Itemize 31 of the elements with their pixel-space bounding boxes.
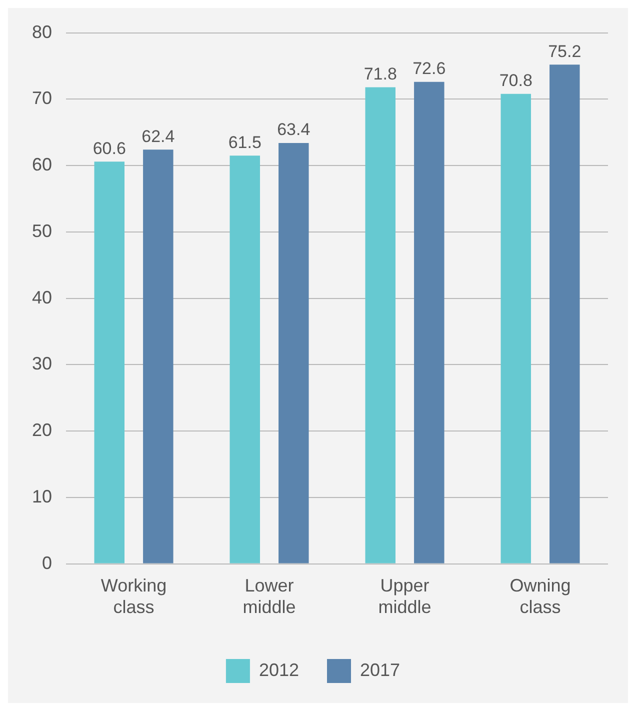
y-tick-label: 70 — [32, 88, 52, 108]
bar — [278, 142, 309, 564]
data-label: 71.8 — [364, 64, 397, 84]
y-tick-label: 10 — [32, 486, 52, 506]
data-label: 61.5 — [228, 132, 262, 152]
bar — [143, 150, 174, 564]
y-tick-label: 40 — [32, 287, 52, 308]
data-label: 63.4 — [277, 120, 310, 140]
data-label: 72.6 — [412, 59, 446, 78]
y-tick-label: 20 — [32, 420, 52, 440]
data-label: 75.2 — [548, 42, 582, 61]
x-tick-label: Upper middle — [378, 576, 432, 618]
bar — [230, 156, 260, 564]
bar — [500, 94, 531, 564]
y-tick-label: 30 — [32, 354, 52, 374]
data-label: 60.6 — [92, 138, 126, 158]
x-tick-label: Owning class — [510, 576, 571, 618]
legend-label: 2017 — [360, 660, 400, 680]
x-tick-label: Working class — [100, 576, 167, 618]
data-label: 62.4 — [142, 126, 175, 146]
bar — [94, 162, 124, 564]
data-label: 70.8 — [499, 71, 532, 90]
y-tick-label: 80 — [32, 22, 52, 42]
y-tick-label: 60 — [32, 154, 52, 175]
y-tick-label: 0 — [42, 552, 52, 573]
bar — [365, 87, 396, 564]
bar — [414, 82, 444, 564]
x-tick-label: Lower middle — [242, 576, 296, 618]
legend-label: 2012 — [258, 660, 300, 680]
y-tick-label: 50 — [32, 220, 52, 241]
bar — [550, 64, 580, 564]
